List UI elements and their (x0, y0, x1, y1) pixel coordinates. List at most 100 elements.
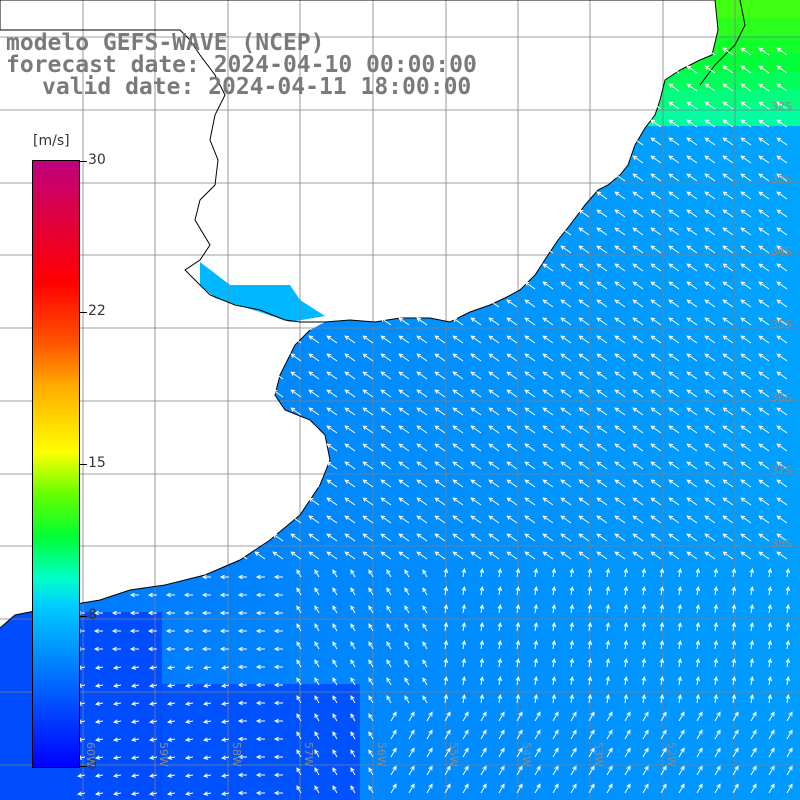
wave-direction-arrow (650, 443, 662, 452)
wave-direction-arrow (588, 569, 591, 578)
wave-arrow-head (386, 605, 391, 611)
wave-direction-arrow (704, 227, 716, 236)
wave-direction-arrow (488, 299, 500, 308)
colorbar-tick-label: 15 (88, 455, 106, 471)
wave-arrow-head (488, 515, 494, 520)
wave-arrow-head (626, 783, 631, 789)
wave-direction-arrow (650, 461, 662, 470)
wave-arrow-head (515, 568, 521, 574)
wave-arrow-head (434, 497, 440, 502)
wave-direction-arrow (524, 443, 536, 452)
wave-arrow-head (368, 659, 373, 665)
wave-arrow-head (704, 443, 710, 448)
wave-direction-arrow (488, 515, 500, 524)
wave-arrow-head (368, 785, 373, 791)
wave-arrow-head (578, 335, 584, 340)
wave-direction-arrow (686, 209, 698, 218)
wave-direction-arrow (386, 659, 392, 668)
wave-arrow-head (659, 694, 665, 700)
wave-direction-arrow (344, 533, 356, 542)
wave-direction-arrow (632, 353, 644, 362)
wave-direction-arrow (534, 587, 537, 596)
wave-direction-arrow (704, 101, 716, 110)
wave-arrow-head (632, 227, 638, 232)
wave-direction-arrow (296, 731, 302, 740)
wave-arrow-head (488, 335, 494, 340)
wave-arrow-head (416, 461, 422, 466)
wave-arrow-head (219, 574, 225, 580)
wave-arrow-head (758, 425, 764, 430)
wave-direction-arrow (386, 587, 392, 596)
wave-arrow-head (515, 586, 521, 592)
wave-arrow-head (524, 479, 530, 484)
wave-arrow-head (641, 622, 647, 628)
wave-direction-arrow (722, 227, 734, 236)
wave-direction-arrow (114, 774, 122, 777)
wave-arrow-head (698, 747, 703, 753)
wave-direction-arrow (650, 425, 662, 434)
wave-arrow-head (428, 729, 433, 735)
wave-arrow-head (644, 747, 649, 753)
wave-direction-arrow (596, 551, 608, 560)
wave-direction-arrow (686, 335, 698, 344)
wave-arrow-head (255, 700, 261, 706)
wave-direction-arrow (506, 371, 518, 380)
wave-arrow-head (686, 551, 692, 556)
wave-arrow-head (650, 191, 656, 196)
wave-arrow-head (398, 389, 404, 394)
wave-arrow-head (536, 729, 541, 735)
wave-arrow-head (758, 155, 764, 160)
wave-arrow-head (255, 790, 261, 796)
wave-direction-arrow (578, 497, 590, 506)
wave-arrow-head (332, 713, 337, 719)
wave-arrow-head (587, 658, 593, 664)
wave-arrow-head (416, 443, 422, 448)
wave-direction-arrow (740, 551, 752, 560)
wave-arrow-head (368, 677, 373, 683)
wave-arrow-head (716, 729, 721, 735)
wave-direction-arrow (570, 659, 573, 668)
wave-arrow-head (344, 533, 350, 538)
wave-direction-arrow (776, 119, 788, 128)
wave-arrow-head (111, 646, 117, 652)
wave-arrow-head (506, 425, 512, 430)
wave-arrow-head (614, 299, 620, 304)
wave-direction-arrow (444, 605, 447, 614)
wave-arrow-head (767, 694, 773, 700)
wave-direction-arrow (722, 515, 734, 524)
wave-arrow-head (587, 604, 593, 610)
wave-direction-arrow (650, 533, 662, 542)
wave-arrow-head (296, 677, 301, 683)
wave-arrow-head (332, 569, 337, 575)
wave-arrow-head (129, 610, 135, 616)
wave-direction-arrow (660, 748, 667, 758)
wave-arrow-head (290, 335, 296, 340)
wave-arrow-head (201, 646, 207, 652)
wave-direction-arrow (606, 569, 609, 578)
wave-direction-arrow (570, 623, 573, 632)
wave-direction-arrow (368, 569, 374, 578)
wave-direction-arrow (488, 461, 500, 470)
wave-arrow-head (770, 711, 775, 717)
wave-arrow-head (734, 729, 739, 735)
wave-arrow-head (776, 461, 782, 466)
wave-arrow-head (185, 773, 191, 778)
wave-arrow-head (404, 605, 409, 611)
wave-direction-arrow (498, 712, 505, 722)
wave-direction-arrow (624, 623, 627, 632)
wave-direction-arrow (290, 371, 302, 380)
wave-direction-arrow (350, 677, 356, 686)
wave-arrow-head (668, 443, 674, 448)
colorbar-tick-mark (79, 616, 87, 617)
wave-arrow-head (149, 665, 155, 670)
wave-direction-arrow (704, 245, 716, 254)
wave-direction-arrow (186, 756, 194, 759)
lagoon-outline (699, 0, 746, 86)
wave-arrow-head (668, 371, 674, 376)
wave-arrow-head (470, 515, 476, 520)
wave-arrow-head (470, 461, 476, 466)
wave-direction-arrow (408, 766, 415, 776)
wave-arrow-head (524, 515, 530, 520)
wave-direction-arrow (168, 666, 176, 669)
wave-direction-arrow (498, 641, 501, 650)
